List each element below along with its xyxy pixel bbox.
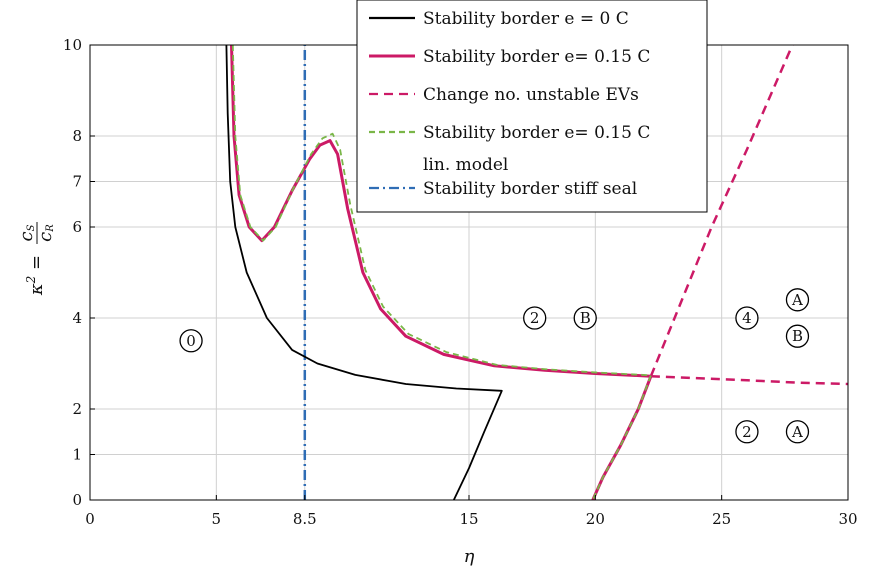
series-line: [591, 375, 653, 501]
region-circle: [785, 288, 810, 312]
y-tick-label: 1: [72, 446, 82, 464]
x-ticks: 0 5 8.5 15 20 25 30: [85, 495, 858, 528]
y-tick-label: 0: [72, 491, 82, 509]
y-tick-label: 6: [72, 218, 82, 236]
region-label: 2: [735, 420, 759, 444]
x-tick-label: 5: [212, 510, 222, 528]
region-label: 0: [179, 329, 203, 353]
region-text: 2: [742, 423, 752, 441]
legend-box: [356, 0, 708, 213]
series-line: [650, 374, 849, 386]
region-circle: [573, 306, 597, 330]
legend-label: Stability border stiff seal: [423, 179, 637, 199]
region-circle: [179, 329, 203, 353]
region-label: A: [785, 288, 810, 312]
legend-label: Stability border e= 0.15 C: [423, 47, 650, 67]
y-tick-label: 2: [72, 400, 82, 418]
y-tick-label: 10: [63, 36, 82, 54]
x-tick-label: 15: [459, 510, 478, 528]
region-label: A: [785, 420, 810, 444]
legend-label: Change no. unstable EVs: [423, 85, 639, 105]
region-text: B: [792, 327, 803, 345]
region-label: B: [573, 306, 597, 330]
svg-text:cS: cS: [16, 224, 37, 241]
legend: Stability border e = 0 C Stability border…: [356, 0, 708, 213]
legend-label: Stability border e = 0 C: [423, 9, 629, 29]
y-tick-label: 8: [72, 127, 82, 145]
svg-text:cR: cR: [35, 224, 56, 242]
region-circle: [785, 324, 810, 348]
series-layer: [225, 44, 849, 501]
region-text: 2: [530, 309, 540, 327]
series-line: [230, 44, 651, 378]
series-line: [231, 44, 652, 501]
svg-text:κ2 =: κ2 =: [24, 255, 47, 296]
x-axis-label: η: [464, 546, 475, 567]
region-text: B: [580, 309, 591, 327]
series-line: [225, 44, 503, 501]
region-text: A: [791, 291, 803, 309]
region-circle: [785, 420, 810, 444]
region-text: 0: [186, 332, 196, 350]
region-label: 2: [523, 306, 547, 330]
region-circle: [735, 306, 759, 330]
y-axis-label: κ2 = cS cR: [16, 222, 56, 296]
region-label: B: [785, 324, 810, 348]
region-text: 4: [742, 309, 752, 327]
region-circle: [523, 306, 547, 330]
y-ticks: 0 1 2 4 6 7 8 10: [63, 36, 95, 509]
x-tick-label: 30: [838, 510, 857, 528]
region-circle: [735, 420, 759, 444]
x-tick-label: 20: [586, 510, 605, 528]
region-text: A: [791, 423, 803, 441]
series-line: [649, 44, 794, 377]
y-tick-label: 7: [72, 173, 82, 191]
y-tick-label: 4: [72, 309, 82, 327]
region-label: 4: [735, 306, 759, 330]
x-tick-label: 0: [85, 510, 95, 528]
x-tick-label: 25: [712, 510, 731, 528]
x-tick-label: 8.5: [293, 510, 317, 528]
